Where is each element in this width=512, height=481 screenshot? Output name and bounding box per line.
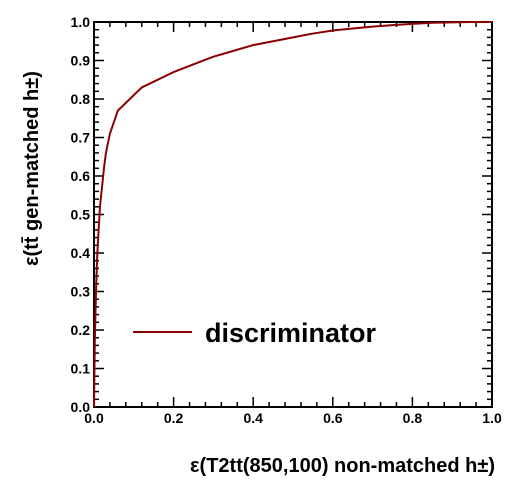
y-tick-label: 0.7 bbox=[71, 130, 91, 146]
x-tick-label: 0.4 bbox=[243, 410, 263, 426]
x-tick-label: 0.6 bbox=[323, 410, 343, 426]
y-tick-label: 0.2 bbox=[71, 322, 91, 338]
y-tick-label: 0.4 bbox=[71, 245, 91, 261]
legend-label: discriminator bbox=[205, 318, 377, 348]
y-tick-label: 0.1 bbox=[71, 361, 91, 377]
axis-ticks bbox=[94, 22, 492, 407]
x-tick-label: 0.2 bbox=[164, 410, 184, 426]
x-axis-label: ε(T2tt(850,100) non-matched h±) bbox=[190, 455, 495, 477]
y-tick-label: 0.9 bbox=[71, 53, 91, 69]
plot-frame bbox=[94, 22, 492, 407]
x-tick-label: 0.8 bbox=[403, 410, 423, 426]
tick-labels: 0.0 0.2 0.4 0.6 0.8 1.00.00.10.20.30.40.50.60… bbox=[71, 14, 502, 426]
series-line-discriminator bbox=[94, 22, 492, 407]
y-axis-label: ε(tt̄ gen-matched h±) bbox=[21, 71, 43, 266]
y-tick-label: 0.5 bbox=[71, 207, 91, 223]
y-tick-label: 1.0 bbox=[71, 14, 91, 30]
x-tick-label: 1.0 bbox=[482, 410, 502, 426]
legend: discriminator bbox=[133, 318, 377, 348]
y-tick-label: 0.8 bbox=[71, 91, 91, 107]
y-tick-label: 0.0 bbox=[71, 399, 91, 415]
y-tick-label: 0.6 bbox=[71, 168, 91, 184]
y-tick-label: 0.3 bbox=[71, 284, 91, 300]
